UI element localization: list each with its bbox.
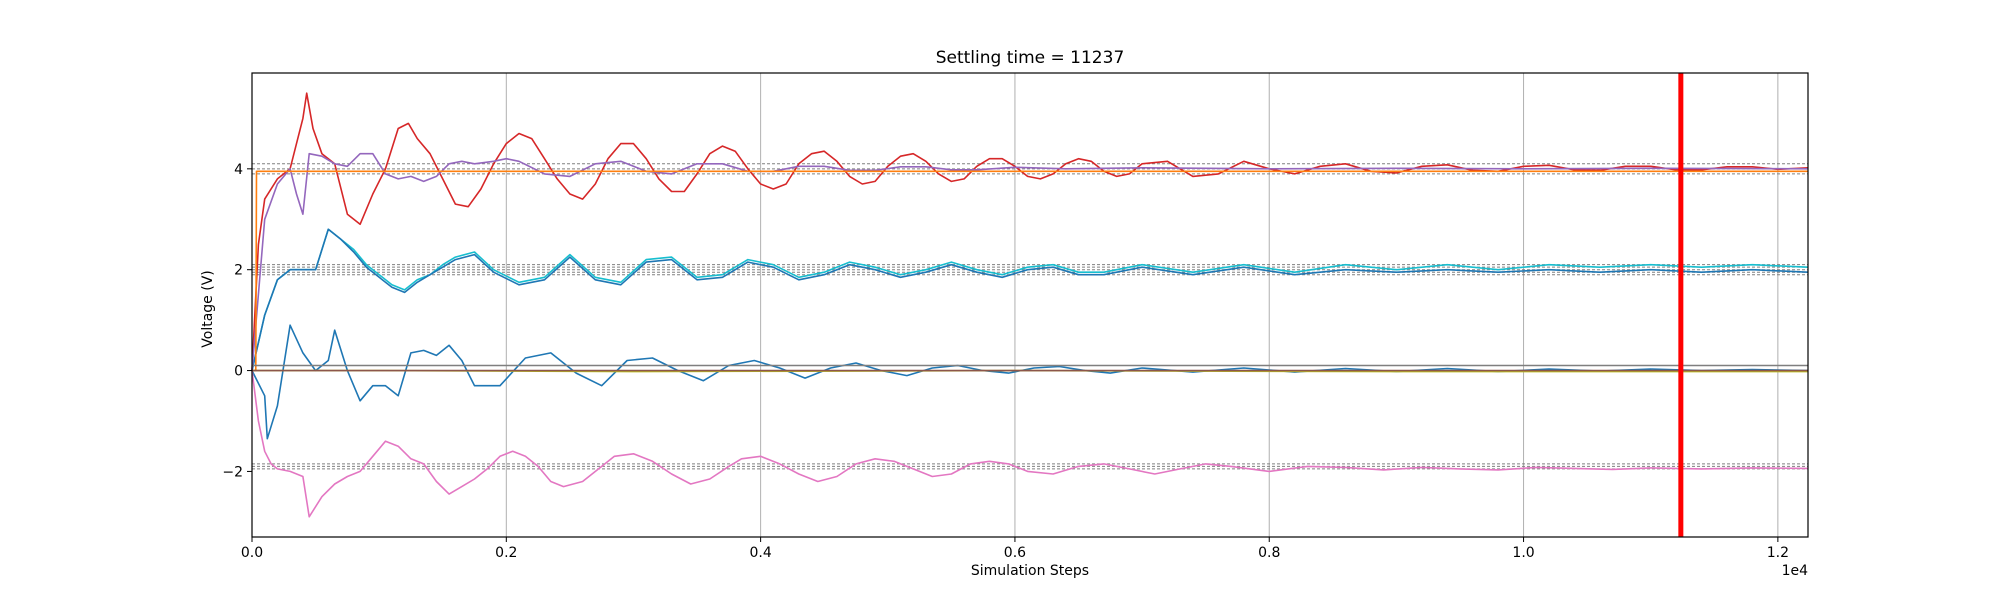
x-tick-label: 0.0 <box>241 545 263 561</box>
tolerance-band-layer <box>252 163 1808 470</box>
plot-frame <box>251 72 1809 538</box>
chart-title: Settling time = 11237 <box>936 48 1125 68</box>
x-axis-label: Simulation Steps <box>971 563 1089 579</box>
series-layer <box>251 92 1809 518</box>
y-tick-label: −2 <box>222 464 243 480</box>
x-tick-layer: 0.0 0.2 0.4 0.6 0.8 1.0 1.2 <box>241 537 1789 561</box>
x-tick-label: 1.0 <box>1512 545 1534 561</box>
series-line-7 <box>251 370 1809 518</box>
x-tick-label: 0.2 <box>495 545 517 561</box>
series-line-5 <box>251 152 1809 371</box>
y-tick-label: 4 <box>234 162 243 178</box>
series-line-2 <box>251 228 1809 371</box>
x-tick-label: 0.4 <box>749 545 771 561</box>
x-tick-label: 0.8 <box>1258 545 1280 561</box>
x-offset-label: 1e4 <box>1782 563 1809 579</box>
x-tick-label: 1.2 <box>1767 545 1789 561</box>
y-tick-layer: −2 0 2 4 <box>222 162 252 480</box>
series-line-1 <box>251 324 1809 440</box>
y-tick-label: 0 <box>234 364 243 380</box>
y-axis-label: Voltage (V) <box>200 270 216 347</box>
grid-layer <box>505 73 1779 537</box>
series-line-4 <box>251 92 1809 371</box>
x-tick-label: 0.6 <box>1004 545 1026 561</box>
y-tick-label: 2 <box>234 263 243 279</box>
series-line-3 <box>251 228 1809 371</box>
